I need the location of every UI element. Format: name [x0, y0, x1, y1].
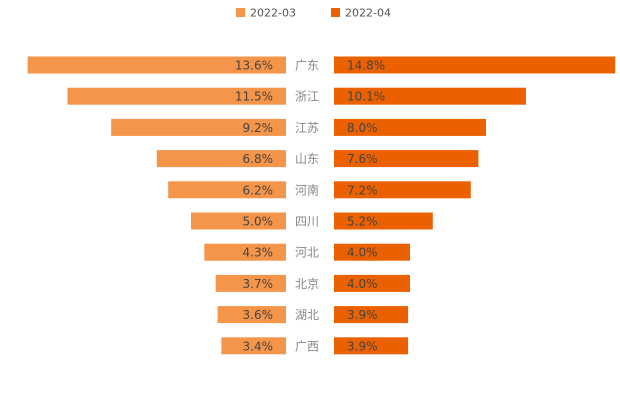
- bar-right[interactable]: [334, 56, 616, 74]
- legend-item-2022-03[interactable]: 2022-03: [236, 7, 296, 20]
- bar-right-label: 8.0%: [347, 121, 378, 135]
- bar-left-label: 6.8%: [243, 152, 274, 166]
- bar-right[interactable]: [334, 181, 471, 199]
- chart-row: 11.5% 浙江 10.1%: [67, 87, 526, 105]
- bar-left-label: 3.7%: [243, 277, 274, 291]
- chart-row: 4.3% 河北 4.0%: [204, 243, 410, 261]
- category-label: 湖北: [295, 307, 319, 322]
- bar-right[interactable]: [334, 306, 409, 324]
- bar-right-label: 14.8%: [347, 59, 385, 73]
- category-label: 山东: [295, 152, 319, 166]
- category-label: 河南: [295, 182, 319, 197]
- bar-right[interactable]: [334, 212, 433, 230]
- chart-row: 3.4% 广西 3.9%: [221, 337, 409, 355]
- bar-left[interactable]: [221, 337, 286, 355]
- chart-row: 5.0% 四川 5.2%: [191, 212, 433, 230]
- category-label: 广西: [295, 339, 319, 353]
- bar-left[interactable]: [168, 181, 286, 199]
- bar-left-label: 9.2%: [243, 121, 274, 135]
- bar-left[interactable]: [191, 212, 286, 230]
- category-label: 四川: [295, 215, 319, 229]
- bar-right[interactable]: [334, 274, 410, 292]
- bar-left[interactable]: [215, 274, 286, 292]
- bar-right-label: 10.1%: [347, 90, 385, 104]
- legend-label: 2022-03: [250, 7, 296, 20]
- legend[interactable]: 2022-03 2022-04: [236, 7, 391, 20]
- bar-right[interactable]: [334, 243, 410, 261]
- bar-right-label: 3.9%: [347, 339, 378, 353]
- category-label: 北京: [295, 277, 319, 291]
- bar-left-label: 6.2%: [243, 183, 274, 197]
- legend-label: 2022-04: [345, 7, 391, 20]
- chart-row: 13.6% 广东 14.8%: [27, 56, 616, 74]
- bar-left-label: 13.6%: [235, 59, 273, 73]
- chart-row: 9.2% 江苏 8.0%: [111, 118, 486, 136]
- bar-right[interactable]: [334, 87, 526, 105]
- bar-left[interactable]: [27, 56, 286, 74]
- bar-right-label: 7.2%: [347, 183, 378, 197]
- bar-left[interactable]: [111, 118, 286, 136]
- bar-left[interactable]: [67, 87, 287, 105]
- bar-left-label: 3.6%: [243, 308, 274, 322]
- bar-left-label: 5.0%: [243, 215, 274, 229]
- category-label: 江苏: [295, 121, 319, 135]
- bar-left[interactable]: [204, 243, 286, 261]
- legend-swatch: [236, 8, 245, 17]
- bar-right[interactable]: [334, 150, 479, 168]
- chart-row: 6.2% 河南 7.2%: [168, 181, 471, 199]
- category-label: 浙江: [295, 90, 319, 104]
- bars: 13.6% 广东 14.8% 11.5% 浙江 10.1% 9.2% 江苏 8.0% 6.8% 山东…: [27, 56, 616, 355]
- bar-left-label: 11.5%: [235, 90, 273, 104]
- bar-right-label: 4.0%: [347, 277, 378, 291]
- bar-left-label: 3.4%: [243, 339, 274, 353]
- bar-left[interactable]: [156, 150, 286, 168]
- bar-right-label: 4.0%: [347, 246, 378, 260]
- bar-right-label: 7.6%: [347, 152, 378, 166]
- chart-row: 3.6% 湖北 3.9%: [217, 306, 409, 324]
- bar-right[interactable]: [334, 337, 409, 355]
- category-label: 广东: [295, 59, 319, 73]
- bar-left[interactable]: [217, 306, 286, 324]
- chart-row: 3.7% 北京 4.0%: [215, 274, 410, 292]
- legend-swatch: [331, 8, 340, 17]
- bar-right[interactable]: [334, 118, 486, 136]
- category-label: 河北: [295, 246, 319, 260]
- chart-row: 6.8% 山东 7.6%: [156, 150, 479, 168]
- legend-item-2022-04[interactable]: 2022-04: [331, 7, 391, 20]
- bar-right-label: 3.9%: [347, 308, 378, 322]
- bar-right-label: 5.2%: [347, 215, 378, 229]
- bar-left-label: 4.3%: [243, 246, 274, 260]
